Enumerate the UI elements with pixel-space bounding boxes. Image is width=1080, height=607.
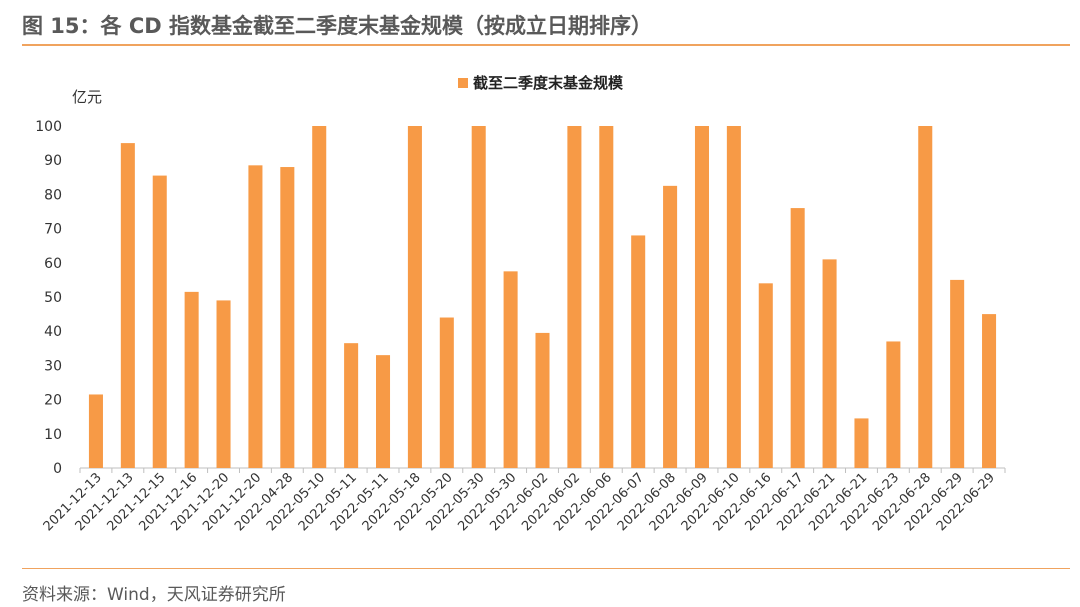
bar xyxy=(822,259,837,468)
y-tick-label: 10 xyxy=(44,427,62,443)
y-tick-label: 60 xyxy=(44,256,62,272)
bar xyxy=(88,394,103,468)
bar xyxy=(631,235,646,468)
bar xyxy=(120,143,135,468)
bar xyxy=(950,279,965,468)
bar xyxy=(726,126,741,468)
bar xyxy=(376,355,391,468)
bar xyxy=(535,332,550,468)
bar xyxy=(471,126,486,468)
y-tick-label: 40 xyxy=(44,324,62,340)
y-tick-label: 30 xyxy=(44,358,62,374)
y-unit-label: 亿元 xyxy=(72,88,102,106)
title-divider xyxy=(22,44,1070,46)
bar xyxy=(152,175,167,468)
bar xyxy=(344,343,359,468)
bar xyxy=(694,126,709,468)
bar xyxy=(758,283,773,468)
y-tick-label: 70 xyxy=(44,222,62,238)
bar xyxy=(280,167,295,468)
bar xyxy=(918,126,933,468)
bar xyxy=(407,126,422,468)
y-tick-label: 50 xyxy=(44,290,62,306)
legend-label: 截至二季度末基金规模 xyxy=(473,74,624,92)
bar xyxy=(312,126,327,468)
bar-chart: 亿元截至二季度末基金规模01020304050607080901002021-1… xyxy=(35,74,1006,534)
legend-swatch xyxy=(458,78,468,88)
bar xyxy=(567,126,582,468)
bar xyxy=(439,317,454,468)
footer-divider xyxy=(22,568,1070,569)
y-tick-label: 0 xyxy=(53,461,62,477)
bar xyxy=(503,271,518,468)
bar xyxy=(599,126,614,468)
y-tick-label: 100 xyxy=(35,119,62,135)
bar xyxy=(216,300,231,468)
bar xyxy=(886,341,901,468)
bar xyxy=(854,418,869,468)
bar xyxy=(790,208,805,468)
bar xyxy=(982,314,997,468)
bar xyxy=(248,165,263,468)
y-tick-label: 90 xyxy=(44,153,62,169)
y-tick-label: 80 xyxy=(44,187,62,203)
bar xyxy=(184,291,199,468)
chart-title: 图 15：各 CD 指数基金截至二季度末基金规模（按成立日期排序） xyxy=(22,14,652,38)
bar xyxy=(663,185,678,468)
source-note: 资料来源：Wind，天风证券研究所 xyxy=(22,585,286,605)
y-tick-label: 20 xyxy=(44,393,62,409)
